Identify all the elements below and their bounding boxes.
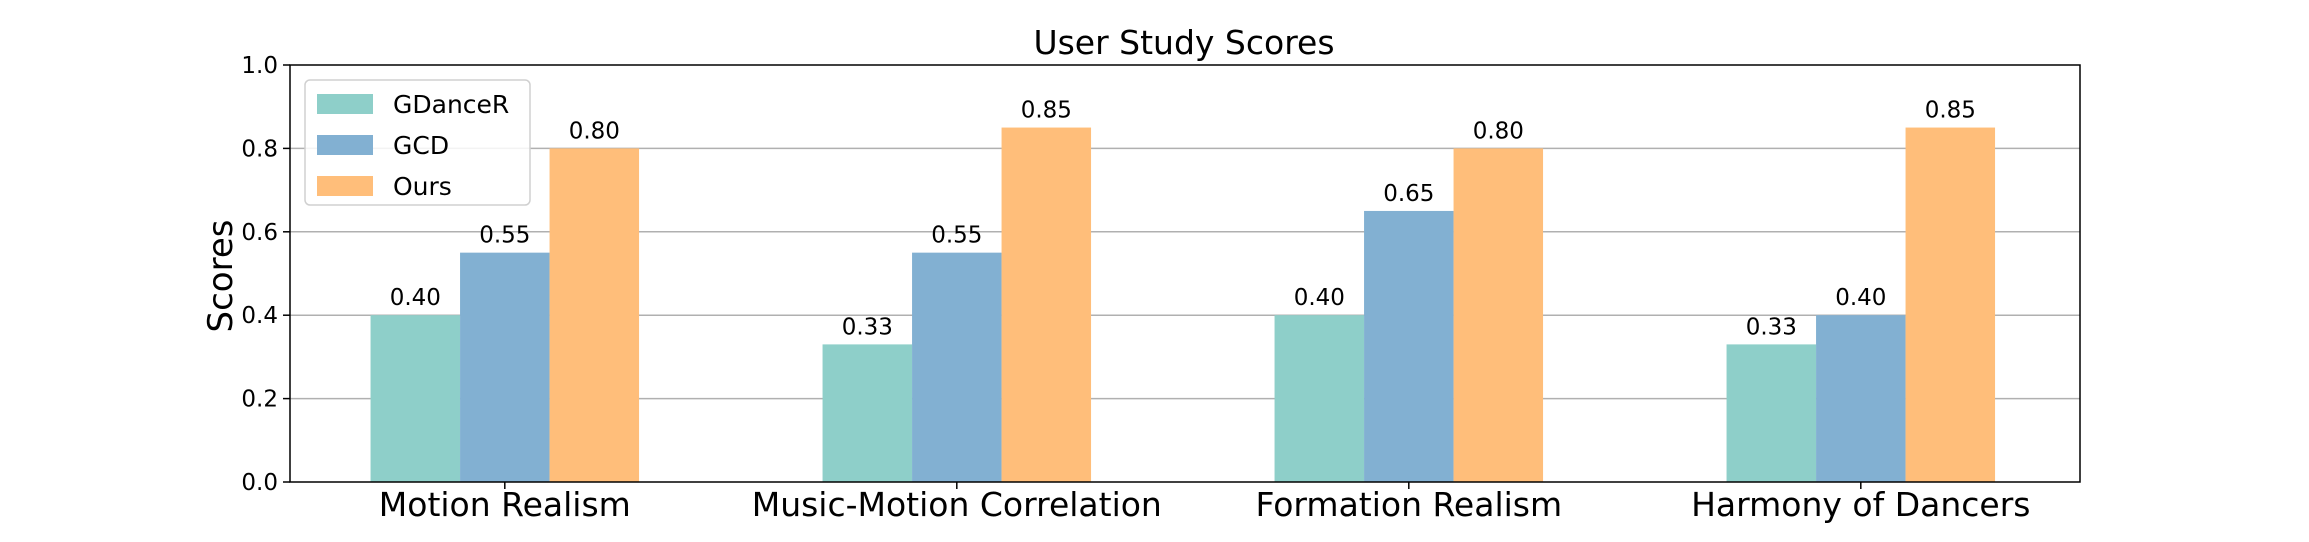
x-axis-ticks: Motion Realism Music-Motion Correlation Fo… (379, 482, 2030, 524)
y-axis-label: Scores (201, 220, 241, 333)
legend-label: GCD (393, 131, 449, 160)
bar (1726, 344, 1817, 482)
bar-value-label: 0.33 (1746, 314, 1797, 340)
bar (1905, 127, 1996, 483)
bar-value-label: 0.33 (842, 314, 893, 340)
y-tick-label: 0.4 (241, 303, 278, 329)
bar (822, 344, 913, 482)
x-tick-label: Harmony of Dancers (1691, 485, 2030, 524)
x-tick-label: Music-Motion Correlation (752, 485, 1162, 524)
y-tick-label: 0.6 (241, 220, 278, 246)
legend: GDanceR GCD Ours (304, 79, 531, 206)
x-tick-label: Motion Realism (379, 485, 631, 524)
bar-value-label: 0.55 (931, 223, 982, 249)
bar-value-label: 0.65 (1383, 181, 1434, 207)
y-axis-ticks: 0.0 0.2 0.4 0.6 0.8 1.0 (241, 53, 290, 496)
bars (370, 127, 1996, 483)
bar (1453, 148, 1544, 482)
chart-title: User Study Scores (1033, 23, 1334, 62)
bar-value-label: 0.85 (1925, 98, 1976, 124)
bar-value-label: 0.40 (390, 285, 441, 311)
bar-value-label: 0.40 (1294, 285, 1345, 311)
plot-frame (289, 64, 2081, 483)
y-tick-label: 0.2 (241, 387, 278, 413)
x-tick-label: Formation Realism (1255, 485, 1562, 524)
y-tick-label: 1.0 (241, 53, 278, 79)
legend-swatch (317, 176, 373, 196)
bar-value-label: 0.80 (1473, 118, 1524, 144)
y-tick-label: 0.0 (241, 470, 278, 496)
legend-label: Ours (393, 172, 452, 201)
bar-value-label: 0.80 (569, 118, 620, 144)
legend-swatch (317, 135, 373, 155)
bar (912, 252, 1002, 482)
bar (1001, 127, 1092, 483)
y-tick-label: 0.8 (241, 136, 278, 162)
bar (1816, 315, 1906, 482)
legend-swatch (317, 94, 373, 114)
bar-value-label: 0.85 (1021, 98, 1072, 124)
bar (1274, 315, 1365, 482)
bar-value-label: 0.40 (1835, 285, 1886, 311)
bar (460, 252, 550, 482)
legend-label: GDanceR (393, 90, 509, 119)
bar (1364, 210, 1454, 482)
bar-value-label: 0.55 (479, 223, 530, 249)
bar (549, 148, 640, 482)
bar (370, 315, 461, 482)
bar-value-labels: 0.40 0.55 0.80 0.33 0.55 0.85 0.40 0.65 0.80 0.33… (390, 98, 1976, 341)
